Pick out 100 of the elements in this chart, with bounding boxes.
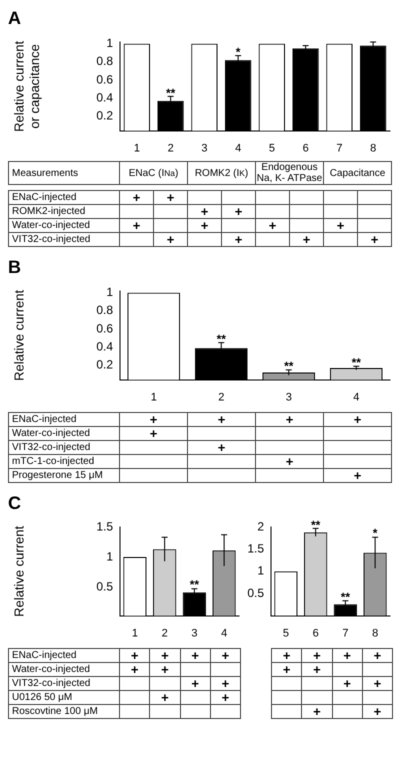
text: +	[286, 412, 294, 427]
text: +	[200, 204, 208, 219]
y-tick-label: Water-co-injected	[8, 662, 120, 677]
x-tick-label: 7	[336, 142, 342, 154]
x-tick-label: 4	[235, 142, 242, 154]
y-tick-label: Progesterone 15 μM	[8, 468, 120, 483]
text: +	[374, 676, 382, 691]
text: +	[374, 704, 382, 719]
text: +	[282, 662, 290, 677]
chart-title: A	[8, 8, 22, 28]
x-tick-label: 8	[372, 627, 378, 640]
x-tick-label: 1	[134, 142, 140, 154]
y-tick-label: 1	[106, 549, 114, 564]
x-tick-label: 2	[168, 142, 174, 154]
annotation: *	[236, 45, 241, 59]
text: +	[132, 218, 140, 233]
x-tick-label: 6	[302, 142, 309, 154]
y-tick-label: U0126 50 μM	[8, 690, 120, 705]
text: +	[222, 690, 230, 705]
text: +	[370, 232, 378, 247]
annotation: **	[340, 590, 350, 604]
x-tick-label: 4	[353, 391, 360, 404]
y-tick-label: VIT32-co-injected	[8, 440, 120, 455]
annotation: **	[284, 359, 294, 374]
text: +	[218, 440, 226, 455]
y-tick-label: Water-co-injected	[8, 426, 120, 441]
text: +	[222, 676, 230, 691]
x-tick-label: 6	[312, 627, 319, 640]
text: +	[218, 412, 226, 427]
x-tick-label: 1	[150, 391, 157, 404]
y-tick-label: 1	[257, 564, 264, 578]
text: +	[268, 218, 276, 233]
y-tick-label: 0.6	[96, 72, 114, 86]
x-tick-label: 2	[162, 627, 168, 640]
text: +	[166, 232, 174, 247]
y-axis-title: Relative current	[11, 525, 26, 617]
y-tick-label: 0.6	[96, 321, 114, 336]
x-tick-label: 5	[282, 627, 289, 640]
text: +	[302, 232, 310, 247]
text: Capacitance	[323, 161, 392, 185]
y-tick-label: mTC-1-co-injected	[8, 454, 120, 469]
text: +	[354, 412, 362, 427]
text: +	[150, 412, 158, 427]
y-tick-label: 0.8	[96, 303, 114, 318]
text: +	[313, 648, 321, 663]
text: +	[313, 662, 321, 677]
text: +	[166, 190, 174, 205]
text: +	[313, 704, 321, 719]
x-tick-label: 3	[201, 142, 208, 154]
text: +	[161, 648, 169, 663]
x-tick-label: 3	[286, 391, 292, 404]
text: +	[191, 676, 199, 691]
text: +	[132, 190, 140, 205]
text: +	[222, 648, 230, 663]
y-tick-label: ENaC-injected	[8, 648, 120, 663]
text: +	[130, 648, 138, 663]
text: +	[286, 454, 294, 469]
annotation: **	[190, 577, 200, 592]
y-tick-label: 1.5	[96, 519, 114, 534]
x-tick-label: 4	[221, 627, 228, 640]
y-tick-label: Water-co-injected	[8, 218, 120, 233]
x-tick-label: 3	[191, 627, 198, 640]
text: +	[234, 232, 242, 247]
y-tick-label: 1	[106, 285, 114, 300]
y-tick-label: 1	[106, 36, 114, 50]
text: Measurements	[8, 161, 120, 185]
y-axis-title: Relative current or capacitance	[11, 40, 42, 132]
text: +	[234, 204, 242, 219]
y-tick-label: 0.2	[96, 358, 114, 372]
y-tick-label: 0.8	[96, 54, 114, 68]
chart-title: C	[8, 493, 22, 513]
text: +	[191, 648, 199, 663]
text: +	[282, 648, 290, 663]
y-tick-label: ROMK2-injected	[8, 204, 120, 219]
annotation: **	[352, 356, 362, 370]
y-tick-label: Roscovtine 100 μM	[8, 704, 120, 719]
y-tick-label: VIT32-co-injected	[8, 676, 120, 691]
x-tick-label: 8	[370, 142, 376, 154]
y-axis-title: Relative current	[11, 289, 26, 381]
y-tick-label: 0.4	[96, 339, 114, 354]
text: +	[161, 662, 169, 677]
text: +	[374, 648, 382, 663]
x-tick-label: 2	[218, 391, 224, 404]
y-tick-label: 0.2	[96, 108, 114, 123]
text: +	[130, 662, 138, 677]
text: +	[343, 648, 351, 663]
text: +	[354, 468, 362, 483]
annotation: **	[166, 86, 176, 100]
y-tick-label: ENaC-injected	[8, 412, 120, 427]
x-tick-label: 1	[132, 627, 138, 640]
y-tick-label: VIT32-co-injected	[8, 232, 120, 247]
chart-title: B	[8, 257, 22, 277]
y-tick-label: 0.4	[96, 90, 114, 104]
y-tick-label: 0.5	[96, 579, 114, 594]
annotation: **	[310, 518, 321, 532]
text: +	[343, 676, 351, 691]
y-tick-label: 2	[257, 519, 264, 534]
y-tick-label: 0.5	[247, 586, 264, 600]
text: +	[161, 690, 169, 705]
x-tick-label: 7	[342, 627, 348, 640]
